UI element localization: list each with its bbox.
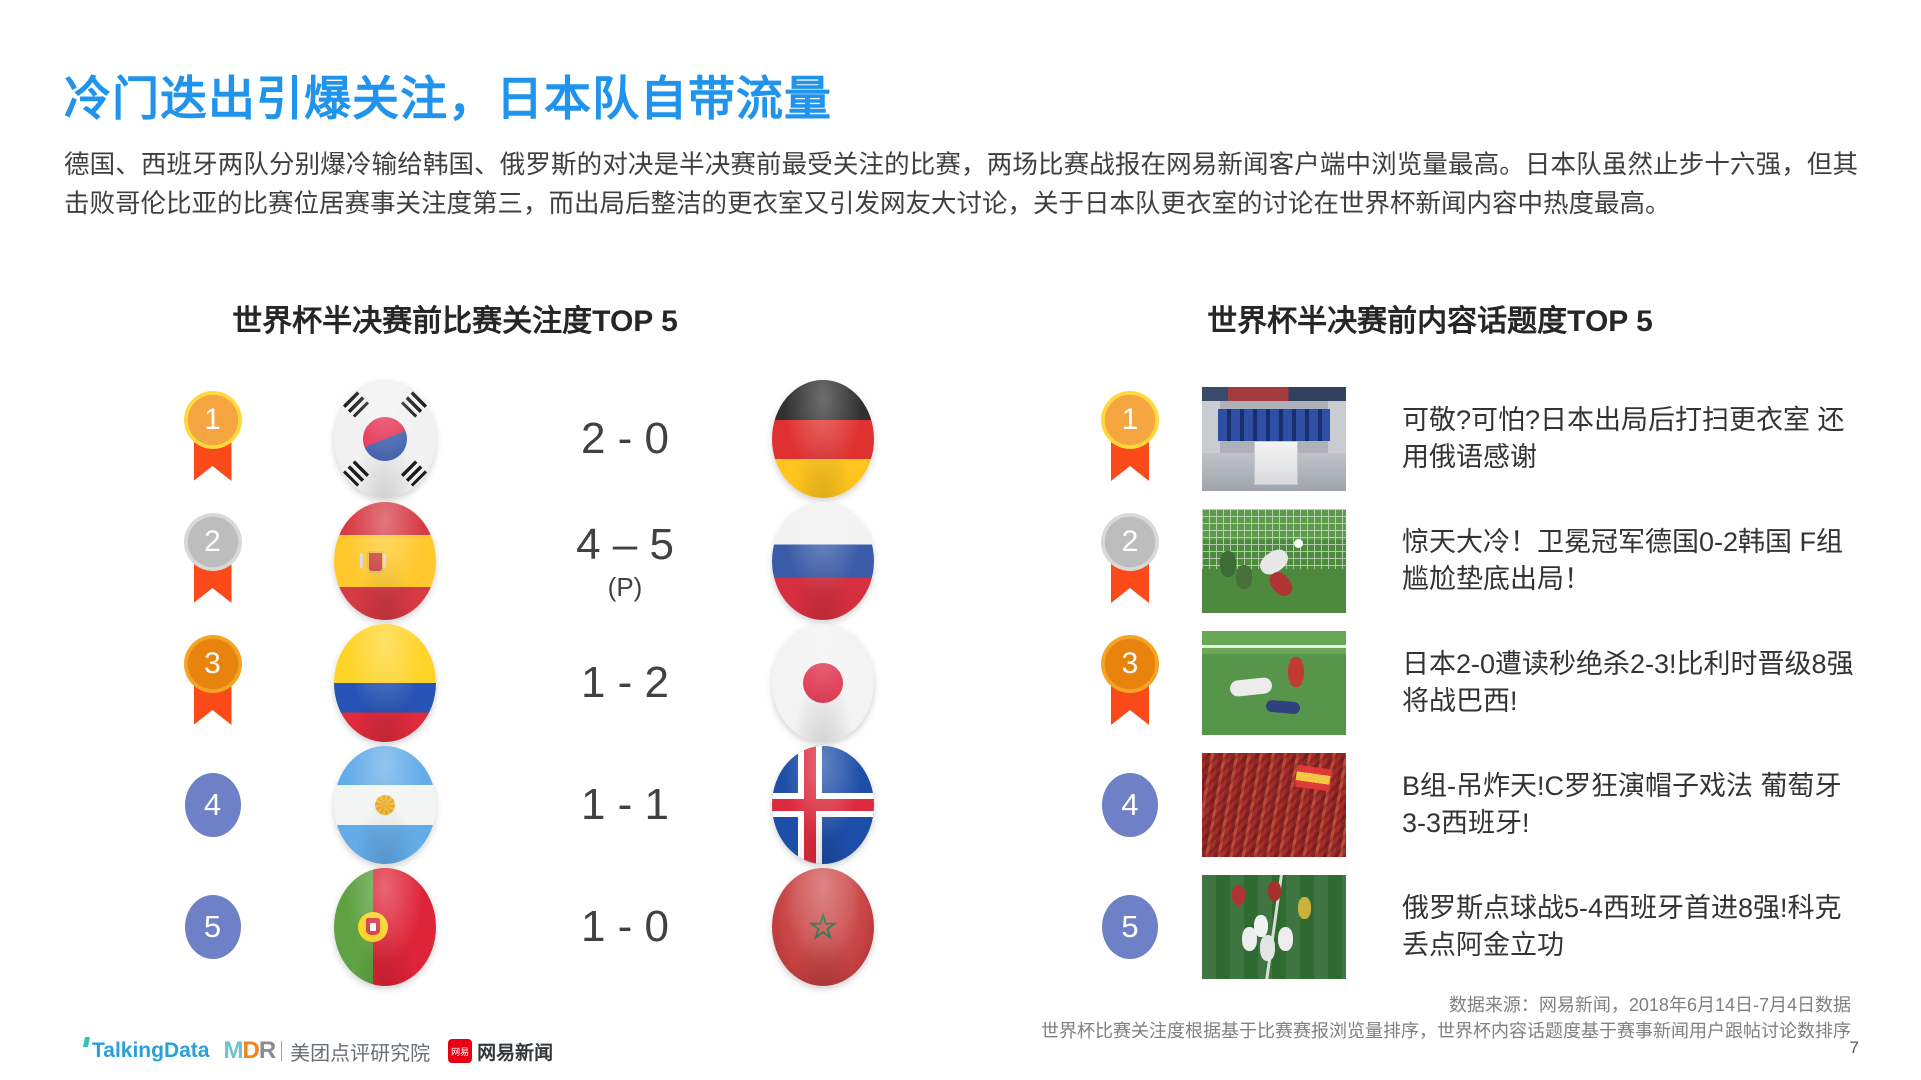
rank-number: 3 <box>1121 647 1139 680</box>
flag-spain-icon <box>334 502 436 620</box>
logo-divider <box>281 1041 283 1061</box>
body-paragraph: 德国、西班牙两队分别爆冷输给韩国、俄罗斯的对决是半决赛前最受关注的比赛，两场比赛… <box>64 151 1858 218</box>
match-score: 1 - 2 <box>580 658 670 707</box>
medal-bronze-icon: 3 <box>1101 635 1159 731</box>
medal-gold-icon: 1 <box>1101 391 1159 487</box>
left-panel-header: 世界杯半决赛前比赛关注度TOP 5 <box>232 305 678 338</box>
flag-russia-icon <box>771 502 874 620</box>
medal-bronze-icon: 3 <box>183 635 242 731</box>
news-thumbnail-players-down <box>1202 631 1346 735</box>
rank-number: 1 <box>1121 403 1139 436</box>
medal-silver-icon: 2 <box>183 513 242 609</box>
rank-number: 2 <box>204 525 221 558</box>
match-row-4: 4 1 - 1 <box>165 744 905 866</box>
match-score: 2 - 0 <box>580 414 670 463</box>
news-thumbnail-locker-room <box>1202 387 1346 491</box>
talkingdata-tick-icon <box>82 1037 91 1047</box>
page-number: 7 <box>1849 1038 1859 1057</box>
penalty-note: (P) <box>607 571 643 602</box>
flag-germany-icon <box>771 380 874 498</box>
match-ranking-list: 1 2 - 0 2 4 – 5 (P) <box>165 378 905 988</box>
match-row-5: 5 1 - 0 <box>165 866 905 988</box>
right-panel-header: 世界杯半决赛前内容话题度TOP 5 <box>1207 305 1653 338</box>
meituan-research-label: 美团点评研究院 <box>290 1042 431 1065</box>
match-row-3: 3 1 - 2 <box>165 622 905 744</box>
medal-silver-icon: 2 <box>1101 513 1159 609</box>
match-row-2: 2 4 – 5 (P) <box>165 500 905 622</box>
data-source-note: 数据来源：网易新闻，2018年6月14日-7月4日数据 世界杯比赛关注度根据基于… <box>1041 992 1851 1044</box>
netease-news-label: 网易新闻 <box>477 1042 554 1064</box>
flag-colombia-icon <box>334 624 436 742</box>
footer-logos: TalkingData MDR 美团点评研究院 网易 网易新闻 <box>82 1037 554 1065</box>
flag-portugal-icon <box>334 868 436 986</box>
news-row-1: 1 可敬?可怕?日本出局后打扫更衣室 还用俄语感谢 <box>1098 378 1858 500</box>
news-ranking-list: 1 可敬?可怕?日本出局后打扫更衣室 还用俄语感谢 2 惊天大冷！卫冕冠军德国0… <box>1098 378 1858 988</box>
flag-south-korea-icon <box>334 380 436 498</box>
news-thumbnail-fans-crowd <box>1202 753 1346 857</box>
flag-argentina-icon <box>334 746 436 864</box>
news-thumbnail-goal-scene <box>1202 509 1346 613</box>
flag-morocco-icon <box>771 868 874 986</box>
mdr-logo: MDR <box>223 1037 276 1064</box>
talkingdata-logo: TalkingData <box>82 1037 209 1063</box>
match-score: 1 - 0 <box>580 902 670 951</box>
news-headline: B组-吊炸天!C罗狂演帽子戏法 葡萄牙3-3西班牙! <box>1402 771 1842 838</box>
news-row-3: 3 日本2-0遭读秒绝杀2-3!比利时晋级8强将战巴西! <box>1098 622 1858 744</box>
match-score: 1 - 1 <box>580 780 670 829</box>
flag-iceland-icon <box>771 746 874 864</box>
news-row-2: 2 惊天大冷！卫冕冠军德国0-2韩国 F组尴尬垫底出局！ <box>1098 500 1858 622</box>
rank-number: 1 <box>204 403 221 436</box>
rank-circle: 4 <box>184 773 241 837</box>
page-title: 冷门迭出引爆关注，日本队自带流量 <box>64 72 832 125</box>
match-score: 4 – 5 <box>576 519 674 569</box>
flag-japan-icon <box>771 624 874 742</box>
rank-circle: 5 <box>184 895 241 959</box>
netease-badge-icon: 网易 <box>448 1039 473 1063</box>
rank-circle: 5 <box>1102 895 1158 959</box>
source-line-2: 世界杯比赛关注度根据基于比赛赛报浏览量排序，世界杯内容话题度基于赛事新闻用户跟帖… <box>1041 1021 1851 1041</box>
news-headline: 日本2-0遭读秒绝杀2-3!比利时晋级8强将战巴西! <box>1402 649 1854 716</box>
news-row-5: 5 俄罗斯点球战5-4西班牙首进8强!科克丢点阿金立功 <box>1098 866 1858 988</box>
source-line-1: 数据来源：网易新闻，2018年6月14日-7月4日数据 <box>1448 995 1851 1015</box>
news-headline: 俄罗斯点球战5-4西班牙首进8强!科克丢点阿金立功 <box>1402 893 1842 960</box>
news-headline: 可敬?可怕?日本出局后打扫更衣室 还用俄语感谢 <box>1402 405 1845 472</box>
news-row-4: 4 B组-吊炸天!C罗狂演帽子戏法 葡萄牙3-3西班牙! <box>1098 744 1858 866</box>
rank-number: 2 <box>1121 525 1139 558</box>
medal-gold-icon: 1 <box>183 391 242 487</box>
match-row-1: 1 2 - 0 <box>165 378 905 500</box>
rank-number: 3 <box>204 647 221 680</box>
news-thumbnail-celebration <box>1202 875 1346 979</box>
news-headline: 惊天大冷！卫冕冠军德国0-2韩国 F组尴尬垫底出局！ <box>1402 527 1844 594</box>
rank-circle: 4 <box>1102 773 1158 837</box>
